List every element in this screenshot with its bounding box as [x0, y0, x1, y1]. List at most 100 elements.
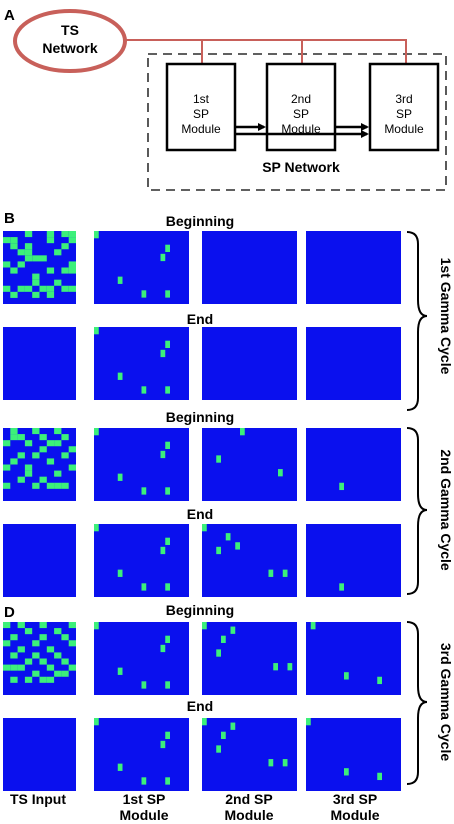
ts-active-cell: [3, 464, 11, 471]
sp-active-cell: [141, 681, 147, 689]
ts-active-cell: [46, 291, 55, 298]
ts-active-cell: [68, 446, 76, 453]
sp-active-cell: [377, 676, 382, 685]
ts-active-cell: [39, 676, 47, 683]
panel-label-a: A: [4, 7, 15, 24]
end-label-d: End: [187, 698, 213, 714]
ts-active-cell: [39, 446, 47, 453]
sp-module-2-panel-2nd-cycle-end: [202, 524, 297, 597]
ts-active-cell: [10, 243, 18, 250]
ts-active-cell: [39, 285, 47, 292]
sp-module-2-panel-1st-cycle-beginning: [202, 231, 297, 304]
brace-1st-cycle: [406, 231, 428, 411]
sp-active-cell: [94, 428, 99, 436]
sp-active-cell: [94, 327, 99, 335]
sp-module-3-panel-3rd-cycle-beginning: [306, 622, 401, 695]
sp-network-label: SP Network: [262, 159, 340, 175]
sp-active-cell: [165, 731, 170, 739]
ts-active-cell: [3, 482, 11, 489]
ts-active-cell: [24, 658, 33, 665]
ts-active-cell: [10, 434, 18, 441]
panel-label-d: D: [4, 604, 15, 621]
ts-active-cell: [46, 440, 55, 447]
sp-module-2-panel-3rd-cycle-beginning: [202, 622, 297, 695]
ts-active-cell: [3, 640, 11, 647]
ts-active-cell: [10, 664, 18, 671]
sp-active-cell: [165, 537, 170, 545]
sp-active-cell: [160, 740, 166, 749]
ts-active-cell: [24, 440, 33, 447]
ts-active-cell: [3, 622, 11, 629]
module-3rd-line1: 3rd: [395, 92, 412, 106]
ts-active-cell: [68, 267, 76, 274]
ts-active-cell: [24, 628, 33, 635]
ts-active-cell: [68, 664, 76, 671]
ts-active-cell: [46, 458, 55, 465]
brace-3rd-cycle: [406, 621, 428, 785]
sp-active-cell: [94, 231, 99, 239]
ts-active-cell: [54, 428, 62, 435]
ts-active-cell: [61, 243, 69, 250]
ts-input-panel-2nd-cycle-end: [3, 524, 76, 597]
sp-active-cell: [165, 290, 170, 298]
ts-active-cell: [32, 482, 40, 489]
sp-active-cell: [94, 718, 99, 726]
sp-active-cell: [141, 777, 147, 785]
sp-active-cell: [165, 340, 170, 348]
sp-active-cell: [117, 667, 123, 675]
sp-active-cell: [273, 663, 278, 671]
ts-active-cell: [54, 440, 62, 447]
sp-module-2-panel-3rd-cycle-end: [202, 718, 297, 791]
ts-active-cell: [61, 634, 69, 641]
column-label-1st-line2: Module: [120, 807, 169, 823]
sp-active-cell: [165, 583, 170, 591]
ts-active-cell: [3, 440, 11, 447]
activity-grids: [3, 231, 401, 791]
sp-active-cell: [240, 428, 245, 436]
sp-module-3-panel-1st-cycle-end: [306, 327, 401, 400]
sp-active-cell: [310, 622, 316, 630]
sp-active-cell: [165, 777, 170, 785]
ts-active-cell: [68, 237, 76, 244]
cycle-label-2nd: 2nd Gamma Cycle: [438, 449, 454, 571]
sp-active-cell: [225, 533, 231, 541]
sp-active-cell: [306, 718, 311, 726]
sp-active-cell: [160, 546, 166, 555]
panel-label-b: B: [4, 210, 15, 227]
ts-active-cell: [32, 652, 40, 659]
ts-active-cell: [24, 249, 33, 256]
ts-active-cell: [17, 434, 25, 441]
sp-active-cell: [117, 473, 123, 481]
beginning-label-d: Beginning: [166, 602, 234, 618]
ts-active-cell: [39, 476, 47, 483]
sp-active-cell: [268, 759, 274, 767]
ts-active-cell: [68, 464, 76, 471]
ts-active-cell: [39, 634, 47, 641]
column-label-2nd-line2: Module: [225, 807, 274, 823]
ts-active-cell: [46, 676, 55, 683]
sp-active-cell: [230, 722, 236, 730]
ts-active-cell: [24, 231, 33, 238]
sp-active-cell: [339, 482, 344, 491]
sp-active-cell: [221, 731, 226, 739]
beginning-label-b: Beginning: [166, 213, 234, 229]
sp-active-cell: [117, 569, 123, 577]
ts-active-cell: [17, 285, 25, 292]
ts-active-cell: [32, 452, 40, 459]
cycle-label-1st: 1st Gamma Cycle: [438, 258, 454, 375]
sp-module-3-panel-1st-cycle-beginning: [306, 231, 401, 304]
ts-active-cell: [46, 664, 55, 671]
ts-active-cell: [46, 646, 55, 653]
sp-active-cell: [141, 583, 147, 591]
ts-active-cell: [46, 237, 55, 244]
ts-active-cell: [61, 482, 69, 489]
ts-active-cell: [10, 458, 18, 465]
sp-module-2-panel-2nd-cycle-beginning: [202, 428, 297, 501]
ts-active-cell: [54, 652, 62, 659]
ts-active-cell: [32, 255, 40, 262]
ts-active-cell: [10, 267, 18, 274]
ts-active-cell: [3, 285, 11, 292]
ts-active-cell: [17, 452, 25, 459]
module-3rd-line3: Module: [384, 122, 424, 136]
sp-module-2-panel-1st-cycle-end: [202, 327, 297, 400]
